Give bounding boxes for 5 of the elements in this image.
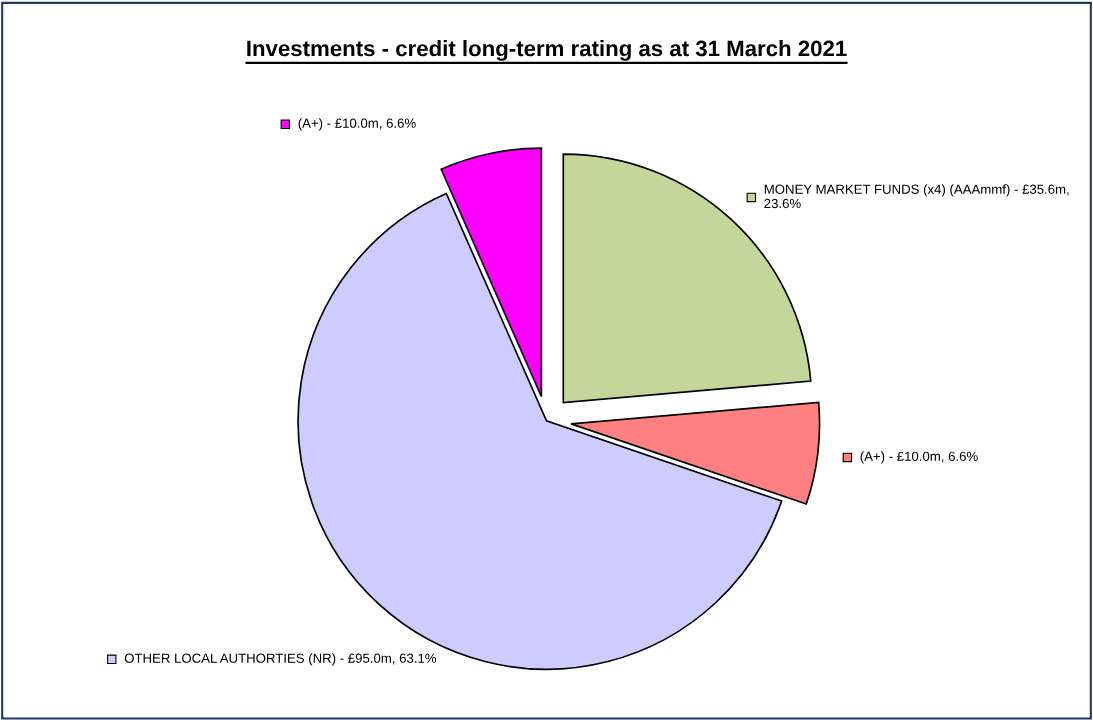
legend-label: OTHER LOCAL AUTHORTIES (NR) - £95.0m, 63.1% — [124, 653, 437, 666]
legend-label: MONEY MARKET FUNDS (x4) (AAAmmf) - £35.6m, 23.6% — [764, 184, 1069, 209]
legend-label: (A+) - £10.0m, 6.6% — [298, 118, 416, 131]
chart-title: Investments - credit long-term rating as at 31 March 2021 — [247, 39, 847, 61]
legend-label: (A+) - £10.0m, 6.6% — [860, 451, 978, 464]
